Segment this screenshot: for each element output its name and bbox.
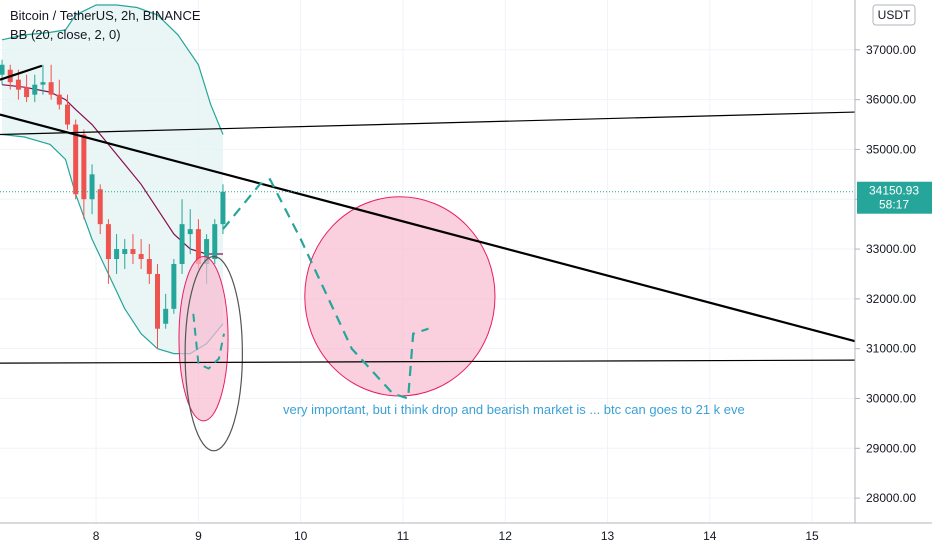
candlesticks xyxy=(0,59,226,349)
candle-body-down xyxy=(130,249,136,255)
candle-body-up xyxy=(187,229,193,235)
last-price-tag-box xyxy=(857,181,932,214)
price-scale-bg xyxy=(855,0,932,523)
candle-body-up xyxy=(171,263,177,309)
candle-body-down xyxy=(15,79,21,90)
annotation-text: very important, but i think drop and bea… xyxy=(283,402,745,417)
highlight-circle xyxy=(178,256,229,422)
candle-body-down xyxy=(24,87,30,98)
price-tick-label: 30000.00 xyxy=(866,391,916,405)
candle-body-up xyxy=(179,224,185,264)
candle-body-up xyxy=(114,249,120,260)
highlight-circle xyxy=(304,196,496,397)
candle-body-up xyxy=(204,239,210,264)
candle-body-up xyxy=(163,308,169,324)
candle-body-up xyxy=(89,174,95,200)
last-price-value: 34150.93 xyxy=(869,184,919,198)
candle-body-down xyxy=(195,229,201,264)
candle-body-down xyxy=(105,224,111,260)
time-scale[interactable]: 8 9 10 11 12 13 14 15 xyxy=(93,529,819,543)
price-tick-label: 29000.00 xyxy=(866,441,916,455)
projection-path xyxy=(222,177,429,400)
bollinger-upper-band xyxy=(1,4,224,135)
indicator-label: BB (20, close, 2, 0) xyxy=(10,27,121,42)
trend-line xyxy=(0,113,856,343)
price-tick-label: 31000.00 xyxy=(866,342,916,356)
price-tick-label: 32000.00 xyxy=(866,292,916,306)
currency-badge[interactable]: USDT xyxy=(872,4,916,26)
time-scale-bg xyxy=(0,523,932,550)
candle-body-up xyxy=(212,224,218,260)
time-tick-label: 11 xyxy=(397,529,410,543)
price-tick-label: 36000.00 xyxy=(866,93,916,107)
candle-body-up xyxy=(0,64,5,75)
candle-body-down xyxy=(48,82,54,95)
candle-body-up xyxy=(220,191,226,225)
candle-body-down xyxy=(138,254,144,260)
price-tick-label: 28000.00 xyxy=(866,491,916,505)
time-tick-label: 12 xyxy=(499,529,513,543)
trend-line xyxy=(0,359,856,364)
header: Bitcoin / TetherUS, 2h, BINANCE BB (20, … xyxy=(10,8,201,42)
trend-line xyxy=(0,64,43,81)
trend-lines xyxy=(0,64,856,364)
time-tick-label: 9 xyxy=(195,529,202,543)
candle-body-down xyxy=(146,259,152,274)
symbol-title: Bitcoin / TetherUS, 2h, BINANCE xyxy=(10,8,201,23)
candle-body-down xyxy=(65,104,70,125)
candle-body-down xyxy=(155,273,160,329)
bollinger-band-fill xyxy=(2,5,223,354)
currency-badge-box[interactable] xyxy=(872,4,916,26)
time-tick-label: 8 xyxy=(93,529,100,543)
time-tick-label: 15 xyxy=(805,529,819,543)
time-tick-label: 13 xyxy=(601,529,615,543)
bollinger-fill-area xyxy=(2,5,223,354)
outline-ellipse xyxy=(184,255,243,452)
projection-path-small xyxy=(192,313,225,370)
projection-dashed-path xyxy=(192,177,429,400)
candle-body-down xyxy=(56,94,62,105)
time-tick-label: 10 xyxy=(294,529,308,543)
currency-badge-label: USDT xyxy=(878,8,911,22)
candle-body-down xyxy=(81,134,87,200)
candle-body-up xyxy=(32,84,38,95)
last-price-countdown: 58:17 xyxy=(879,198,909,212)
price-tick-label: 37000.00 xyxy=(866,43,916,57)
trend-line xyxy=(0,111,856,136)
candle-body-down xyxy=(97,189,103,225)
last-price-tag: 34150.93 58:17 xyxy=(857,181,932,214)
annotation-circles xyxy=(178,196,496,452)
candle-body-up xyxy=(40,82,46,85)
candle-body-up xyxy=(122,249,128,255)
price-tick-label: 35000.00 xyxy=(866,142,916,156)
price-tick-label: 33000.00 xyxy=(866,242,916,256)
candle-body-down xyxy=(73,124,79,195)
time-tick-label: 14 xyxy=(703,529,717,543)
